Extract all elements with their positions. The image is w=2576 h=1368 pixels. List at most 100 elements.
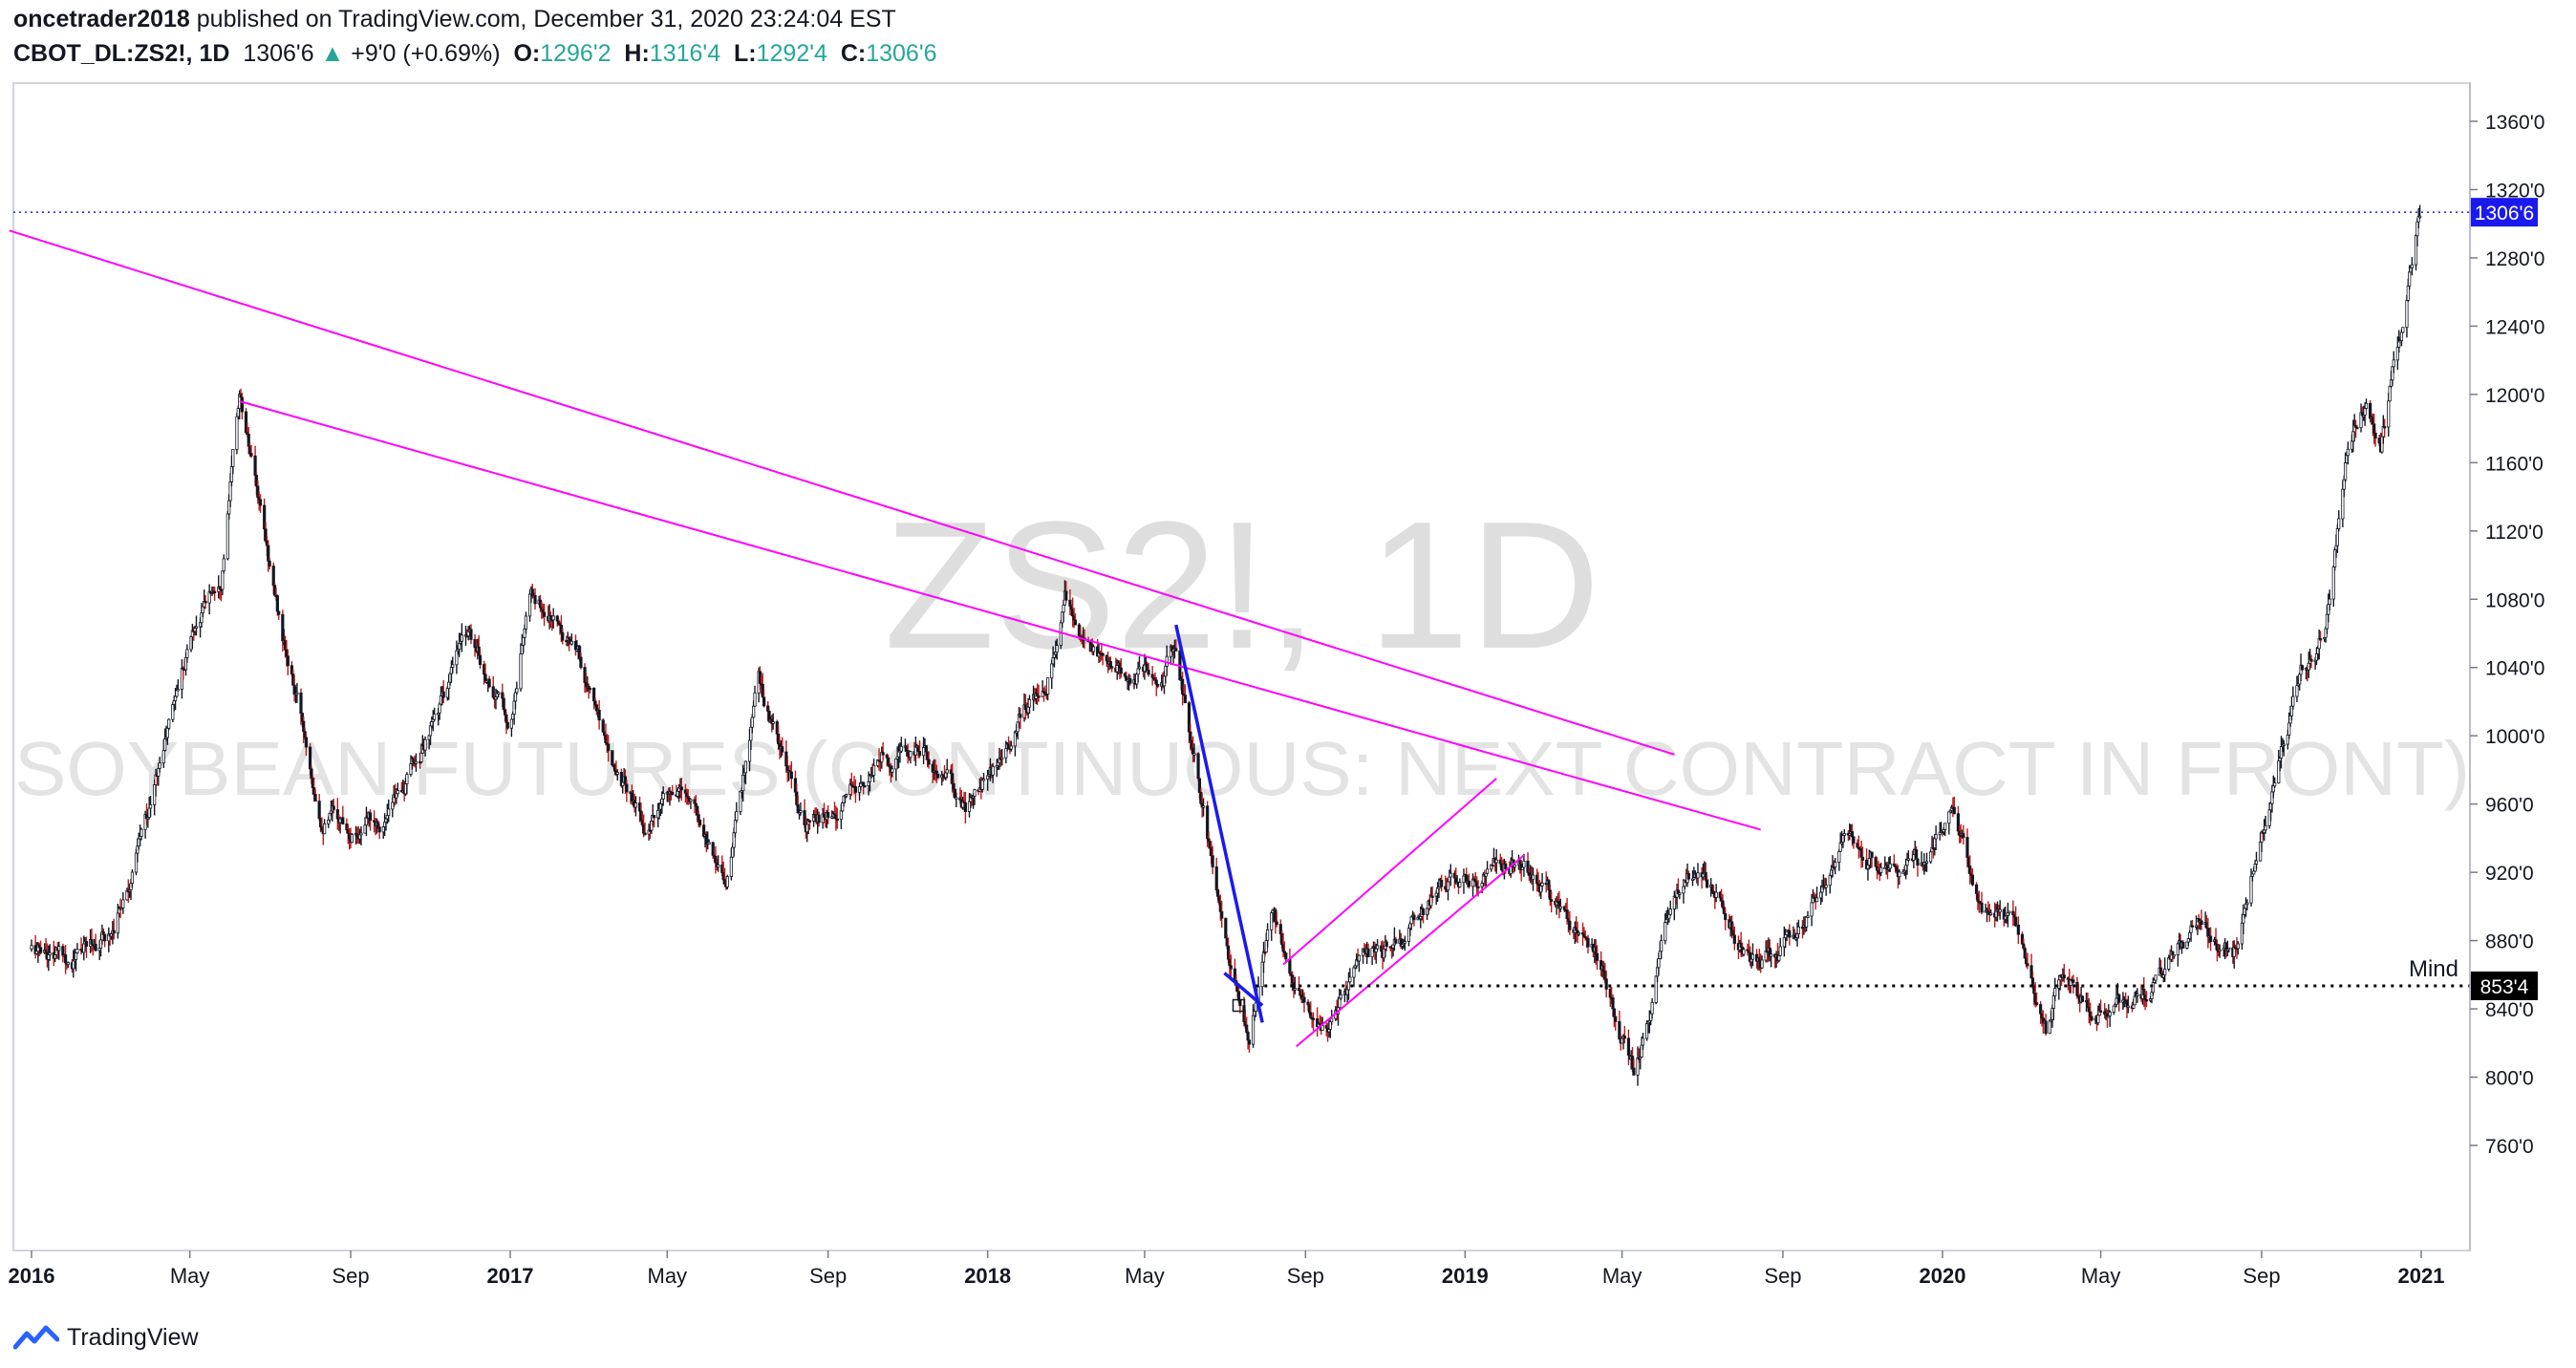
candle-body <box>2151 982 2155 994</box>
candle-body <box>2072 979 2075 983</box>
candle-body <box>1119 667 1123 674</box>
candle-body <box>2172 954 2176 957</box>
candle-body <box>1311 1017 1316 1020</box>
candle-body <box>441 691 445 698</box>
trendline-3[interactable] <box>1282 778 1497 966</box>
price-tick-label: 760'0 <box>2485 1136 2534 1158</box>
candle-body <box>2034 1002 2039 1005</box>
time-tick-label: 2020 <box>1920 1264 1966 1288</box>
candles-layer <box>30 204 2422 1086</box>
candle-body <box>752 705 756 718</box>
candle-body <box>735 811 739 822</box>
candle-body <box>1174 648 1178 652</box>
last-price-tag: 1306'6 <box>2475 203 2534 224</box>
price-tick-label: 1200'0 <box>2485 385 2544 407</box>
candle-body <box>921 747 926 757</box>
candle-body <box>1394 938 1398 944</box>
publication-line: oncetrader2018 published on TradingView.… <box>13 6 896 33</box>
time-tick-label: May <box>1602 1264 1642 1288</box>
candle-body <box>561 631 565 641</box>
candle-body <box>158 762 161 769</box>
trendline-1[interactable] <box>9 229 1675 756</box>
candle-body <box>1806 915 1810 918</box>
tradingview-brand[interactable]: TradingView <box>67 1323 199 1351</box>
trendline-5[interactable] <box>1174 624 1264 1023</box>
candle-body <box>1154 679 1158 685</box>
price-axis[interactable]: 760'0 800'0 840'0 880'0 920'0 960'0 1000'0 1040… <box>2469 83 2544 1250</box>
candle-body <box>112 930 116 934</box>
chart-area[interactable]: ZS2!, 1D SOYBEAN FUTURES (CONTINUOUS: NE… <box>0 80 2576 1322</box>
candle-body <box>1586 937 1590 948</box>
candle-body <box>225 513 229 560</box>
candle-body <box>1494 859 1498 864</box>
candle-body <box>235 416 239 450</box>
candle-body <box>1929 851 1933 863</box>
candle-body <box>1046 677 1050 695</box>
candle-body <box>84 941 89 947</box>
candle-body <box>1513 864 1516 868</box>
time-axis[interactable]: 2016 May Sep 2017 May Sep 2018 May Sep 2019 May Sep… <box>9 1250 2445 1288</box>
trendline-6[interactable] <box>1223 972 1264 1007</box>
candle-body <box>863 785 867 788</box>
candle-body <box>1668 908 1672 915</box>
time-tick-label: Sep <box>809 1264 847 1288</box>
candle-body <box>679 786 683 791</box>
candle-body <box>2218 949 2222 952</box>
candle-body <box>502 697 505 711</box>
watermark-description: SOYBEAN FUTURES (CONTINUOUS: NEXT CONTRA… <box>14 726 2470 811</box>
candle-body <box>451 664 455 668</box>
candle-body <box>1403 941 1406 944</box>
candle-body <box>743 760 748 774</box>
up-arrow-icon: ▲ <box>320 40 345 67</box>
candle-body <box>414 760 419 764</box>
candle-body <box>1705 879 1709 888</box>
price-tick-label: 840'0 <box>2485 999 2534 1021</box>
candle-body <box>94 943 97 951</box>
candle-body <box>1357 954 1362 962</box>
candle-body <box>317 801 321 820</box>
candle-body <box>1860 856 1865 861</box>
price-chart[interactable]: ZS2!, 1D SOYBEAN FUTURES (CONTINUOUS: NE… <box>0 80 2576 1322</box>
close-label: C: <box>840 40 867 67</box>
candle-body <box>48 951 52 955</box>
candle-body <box>396 790 399 795</box>
candle-body <box>1540 882 1544 887</box>
candle-body <box>2007 910 2011 913</box>
candle-body <box>1604 978 1608 990</box>
candle-body <box>176 689 180 692</box>
candle-body <box>2236 943 2240 950</box>
price-tick-label: 1240'0 <box>2485 316 2544 338</box>
candle-body <box>771 721 775 724</box>
candle-body <box>221 570 225 590</box>
candle-body <box>909 751 912 759</box>
candle-body <box>1266 929 1270 941</box>
symbol-label[interactable]: CBOT_DL:ZS2!, 1D <box>13 40 230 67</box>
candle-body <box>1110 666 1114 669</box>
candle-body <box>1183 695 1187 704</box>
candle-body <box>1641 1037 1645 1046</box>
tradingview-logo-icon[interactable] <box>13 1324 59 1351</box>
author-name[interactable]: oncetrader2018 <box>13 6 190 32</box>
drawings-layer[interactable] <box>9 229 1761 1048</box>
candle-body <box>2401 327 2405 333</box>
candle-body <box>478 654 483 666</box>
anchor-marker[interactable] <box>1232 998 1246 1013</box>
candle-body <box>1742 949 1746 955</box>
candle-body <box>643 832 647 835</box>
candle-body <box>753 692 757 707</box>
candle-body <box>359 832 363 836</box>
candle-body <box>1019 714 1022 718</box>
candle-body <box>2181 941 2185 949</box>
low-value: 1292'4 <box>756 40 827 67</box>
candle-body <box>1147 669 1150 675</box>
candle-body <box>625 783 629 793</box>
trendline-4[interactable] <box>1296 854 1525 1048</box>
candle-body <box>2099 1010 2103 1013</box>
trendline-2[interactable] <box>239 400 1761 831</box>
candle-body <box>341 817 345 824</box>
candle-body <box>1247 1039 1252 1045</box>
high-value: 1316'4 <box>649 40 721 67</box>
candle-body <box>1284 952 1288 960</box>
candle-body <box>1814 897 1819 903</box>
candle-body <box>1678 892 1682 895</box>
